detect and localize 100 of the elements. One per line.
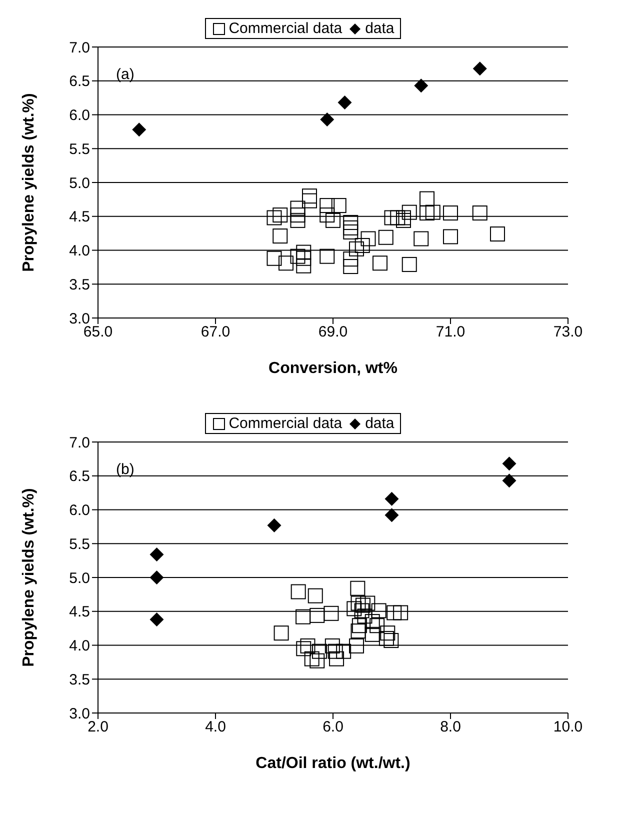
point (378, 230, 394, 245)
point (329, 651, 344, 666)
point (402, 204, 417, 220)
point (266, 250, 282, 266)
point (490, 226, 505, 242)
point (302, 193, 317, 208)
point (443, 229, 458, 244)
point (328, 644, 343, 659)
point (343, 224, 358, 240)
point (324, 638, 340, 654)
point (355, 598, 370, 613)
y-tick-label: 3.5 (69, 671, 90, 688)
point (360, 231, 376, 246)
point (420, 191, 434, 206)
y-tick-label: 4.5 (69, 208, 90, 226)
point (272, 228, 288, 244)
point (354, 238, 370, 254)
point (296, 641, 312, 656)
point (150, 547, 164, 562)
point (290, 248, 306, 264)
y-tick-label: 5.0 (69, 570, 90, 587)
y-tick-label: 4.5 (69, 604, 90, 621)
point (296, 609, 311, 624)
point (364, 626, 380, 642)
point (384, 210, 400, 226)
point (472, 62, 487, 76)
point (343, 220, 358, 236)
point (290, 212, 306, 228)
y-tick-label: 7.0 (69, 39, 90, 56)
point (370, 618, 385, 634)
point (414, 78, 428, 93)
point (386, 605, 402, 620)
point (371, 603, 386, 618)
point (350, 580, 366, 596)
point (384, 633, 399, 648)
point (304, 651, 320, 666)
point (364, 614, 380, 630)
point (350, 596, 366, 611)
y-axis-title: Propylene yields (wt.%) (20, 488, 38, 667)
point (352, 618, 367, 634)
y-tick-label: 5.5 (69, 140, 90, 158)
point (402, 256, 417, 272)
x-tick-label: 8.0 (440, 718, 461, 736)
point (290, 208, 306, 223)
point (290, 584, 306, 600)
point (472, 205, 488, 220)
annotation: (b) (116, 461, 134, 478)
point (320, 198, 335, 214)
point (324, 606, 339, 621)
point (357, 608, 372, 624)
point (310, 608, 325, 623)
point (266, 210, 282, 226)
legend-label: Commercial data (228, 20, 342, 37)
point (378, 630, 394, 646)
point (320, 112, 334, 126)
point (132, 122, 146, 137)
point (443, 205, 458, 220)
point (349, 638, 364, 654)
y-tick-label: 3.0 (69, 705, 90, 722)
x-tick-label: 67.0 (200, 324, 230, 341)
point (502, 456, 516, 471)
legend-label: data (365, 415, 394, 432)
legend-label: Commercial data (228, 415, 342, 432)
point (349, 241, 364, 256)
y-axis-title: Propylene yields (wt.%) (20, 93, 38, 272)
point (296, 244, 312, 260)
y-tick-label: 7.0 (69, 434, 90, 452)
point (320, 208, 335, 223)
point (296, 258, 312, 274)
point (350, 624, 366, 639)
point (296, 250, 312, 266)
point (308, 588, 323, 604)
point (343, 214, 358, 230)
point (326, 212, 340, 228)
point (272, 208, 288, 223)
point (384, 492, 399, 506)
point (274, 626, 289, 641)
y-tick-label: 5.5 (69, 536, 90, 553)
point (372, 256, 388, 271)
x-axis-title: Conversion, wt% (268, 360, 398, 377)
point (343, 252, 358, 267)
point (420, 205, 434, 220)
point (425, 204, 440, 220)
point (267, 518, 282, 532)
y-tick-label: 4.0 (69, 638, 90, 655)
legend-label: data (365, 20, 394, 37)
point (343, 259, 358, 274)
point (310, 653, 325, 668)
point (290, 200, 306, 216)
y-tick-label: 6.0 (69, 502, 90, 520)
point (393, 605, 408, 620)
point (320, 248, 335, 264)
point (338, 96, 352, 110)
x-tick-label: 6.0 (322, 718, 344, 736)
x-tick-label: 10.0 (553, 718, 583, 736)
y-tick-label: 4.0 (69, 242, 90, 260)
point (300, 638, 316, 654)
point (331, 198, 346, 214)
point (278, 256, 294, 271)
x-tick-label: 2.0 (88, 718, 108, 736)
